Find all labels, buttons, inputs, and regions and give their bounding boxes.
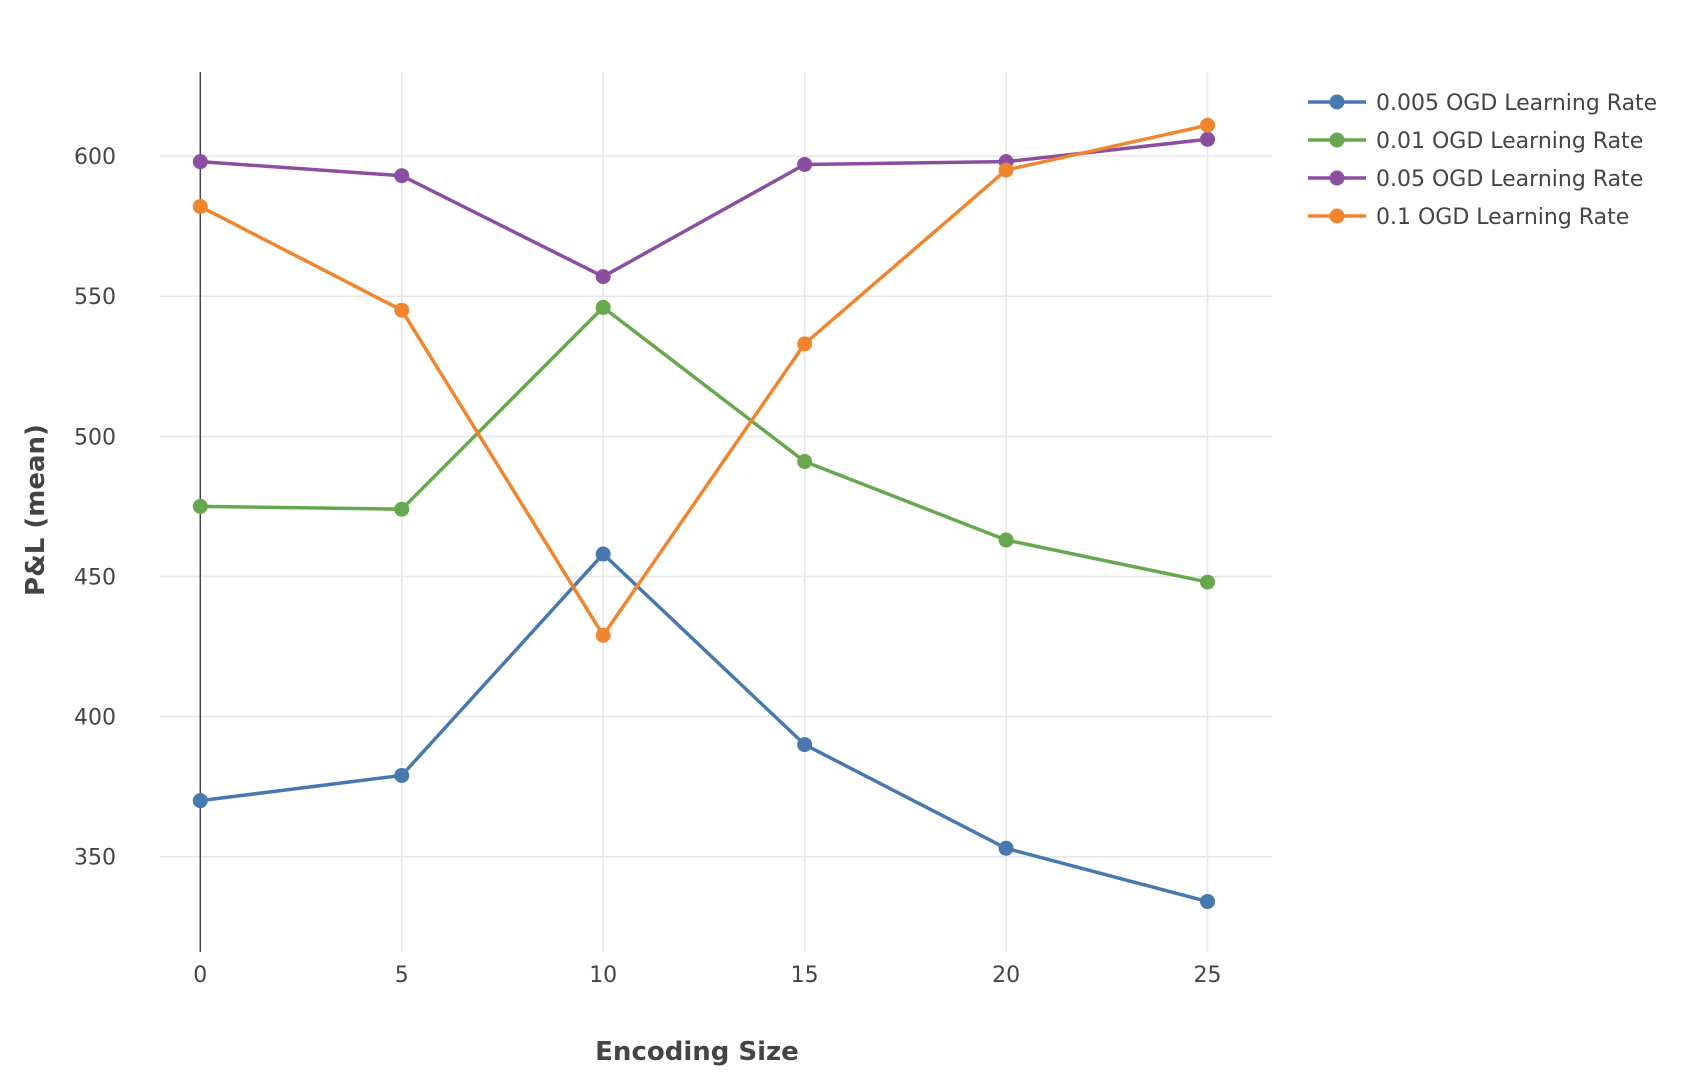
data-point: [1200, 117, 1216, 133]
series-line: [200, 552, 1208, 904]
legend-marker: [1329, 94, 1345, 110]
data-point: [394, 767, 410, 783]
series-line: [199, 123, 1208, 638]
data-point: [595, 546, 611, 562]
data-point: [998, 532, 1014, 548]
series-group: [192, 117, 1216, 910]
axes: 0 5 10 15 20 25 350 400 450 500 550 600: [74, 72, 1222, 988]
legend-item: 0.005 OGD Learning Rate: [1308, 91, 1657, 116]
y-tick-label: 350: [74, 846, 116, 871]
data-point: [797, 454, 813, 470]
legend: 0.005 OGD Learning Rate 0.01 OGD Learning…: [1308, 91, 1657, 230]
x-tick-label: 10: [589, 963, 617, 988]
data-point: [797, 156, 813, 172]
data-point: [998, 840, 1014, 856]
y-tick-label: 550: [74, 285, 116, 310]
legend-marker: [1329, 170, 1345, 186]
series-2: [192, 299, 1216, 590]
y-tick-label: 400: [74, 706, 116, 731]
legend-label: 0.05 OGD Learning Rate: [1376, 167, 1643, 192]
data-point: [192, 498, 208, 514]
data-point: [192, 793, 208, 809]
series-3: [192, 131, 1216, 285]
data-point: [192, 199, 208, 215]
data-point: [998, 162, 1014, 178]
data-point: [192, 154, 208, 170]
data-point: [1200, 574, 1216, 590]
series-1: [192, 546, 1216, 910]
data-point: [595, 627, 611, 643]
data-point: [595, 269, 611, 285]
y-tick-label: 600: [74, 145, 116, 170]
data-point: [394, 302, 410, 318]
data-point: [1200, 131, 1216, 147]
legend-marker: [1329, 132, 1345, 148]
grid: [160, 72, 1272, 952]
data-point: [797, 737, 813, 753]
legend-item: 0.1 OGD Learning Rate: [1308, 205, 1629, 230]
data-point: [595, 299, 611, 315]
x-tick-label: 0: [193, 963, 207, 988]
data-point: [394, 168, 410, 184]
x-tick-label: 20: [992, 963, 1020, 988]
data-point: [394, 501, 410, 517]
y-axis-title: P&L (mean): [21, 424, 51, 596]
x-tick-label: 15: [791, 963, 819, 988]
series-line: [200, 305, 1208, 584]
x-axis-title: Encoding Size: [595, 1037, 799, 1067]
y-tick-label: 450: [74, 565, 116, 590]
series-line: [200, 137, 1208, 279]
legend-label: 0.1 OGD Learning Rate: [1376, 205, 1629, 230]
x-tick-label: 25: [1194, 963, 1222, 988]
legend-label: 0.005 OGD Learning Rate: [1376, 91, 1657, 116]
y-tick-label: 500: [74, 425, 116, 450]
legend-label: 0.01 OGD Learning Rate: [1376, 129, 1643, 154]
legend-marker: [1329, 208, 1345, 224]
x-tick-label: 5: [395, 963, 409, 988]
legend-item: 0.01 OGD Learning Rate: [1308, 129, 1643, 154]
legend-item: 0.05 OGD Learning Rate: [1308, 167, 1643, 192]
series-4: [192, 117, 1216, 643]
data-point: [1200, 894, 1216, 910]
data-point: [797, 336, 813, 352]
